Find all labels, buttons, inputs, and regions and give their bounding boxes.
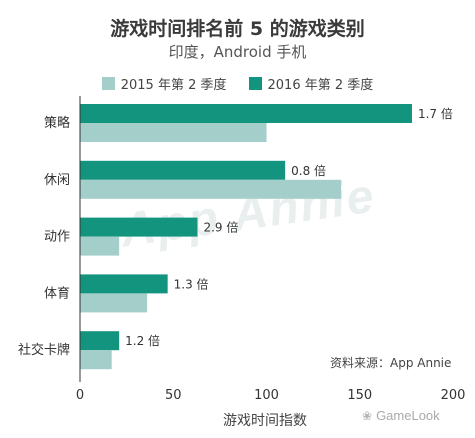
category-label-2: 动作 bbox=[44, 230, 70, 245]
bar-2016-1 bbox=[80, 160, 286, 180]
bar-2015-1 bbox=[80, 179, 342, 199]
legend-swatch-2016 bbox=[248, 77, 262, 90]
x-tick-label-3: 150 bbox=[347, 388, 372, 403]
legend-swatch-2015 bbox=[101, 77, 115, 90]
category-label-1: 休闲 bbox=[44, 173, 70, 188]
legend-item-2015: 2015 年第 2 季度 bbox=[101, 74, 227, 93]
bar-2016-0 bbox=[80, 104, 412, 123]
x-tick-label-0: 0 bbox=[76, 388, 84, 403]
source-note: 资料来源：App Annie bbox=[330, 356, 452, 370]
legend-label-2015: 2015 年第 2 季度 bbox=[120, 78, 227, 93]
category-label-3: 体育 bbox=[44, 285, 70, 301]
bar-2015-0 bbox=[80, 123, 267, 142]
brand-logo: ❀ GameLook bbox=[362, 408, 440, 423]
growth-label-0: 1.7 倍 bbox=[418, 106, 453, 121]
growth-label-3: 1.3 倍 bbox=[174, 276, 209, 291]
growth-label-2: 2.9 倍 bbox=[203, 220, 238, 235]
legend-label-2016: 2016 年第 2 季度 bbox=[267, 78, 374, 93]
chart-subtitle: 印度，Android 手机 bbox=[168, 43, 307, 61]
x-tick-label-1: 50 bbox=[165, 388, 182, 403]
legend-item-2016: 2016 年第 2 季度 bbox=[248, 74, 374, 93]
x-axis-label: 游戏时间指数 bbox=[223, 413, 307, 429]
growth-label-1: 0.8 倍 bbox=[291, 163, 326, 178]
x-tick-label-2: 100 bbox=[254, 388, 279, 403]
legend: 2015 年第 2 季度 2016 年第 2 季度 bbox=[0, 74, 475, 93]
bar-2015-4 bbox=[80, 350, 112, 370]
bar-2016-4 bbox=[80, 331, 120, 351]
bar-2016-3 bbox=[80, 274, 168, 294]
bar-2016-2 bbox=[80, 217, 198, 237]
growth-label-4: 1.2 倍 bbox=[125, 333, 160, 348]
bar-2015-3 bbox=[80, 293, 148, 313]
wechat-icon: ❀ bbox=[362, 408, 373, 423]
category-label-4: 社交卡牌 bbox=[18, 342, 70, 358]
x-tick-label-4: 200 bbox=[441, 388, 466, 403]
category-label-0: 策略 bbox=[44, 115, 70, 131]
chart-title: 游戏时间排名前 5 的游戏类别 bbox=[110, 18, 365, 40]
brand-name: GameLook bbox=[376, 408, 440, 423]
bar-2015-2 bbox=[80, 236, 120, 256]
